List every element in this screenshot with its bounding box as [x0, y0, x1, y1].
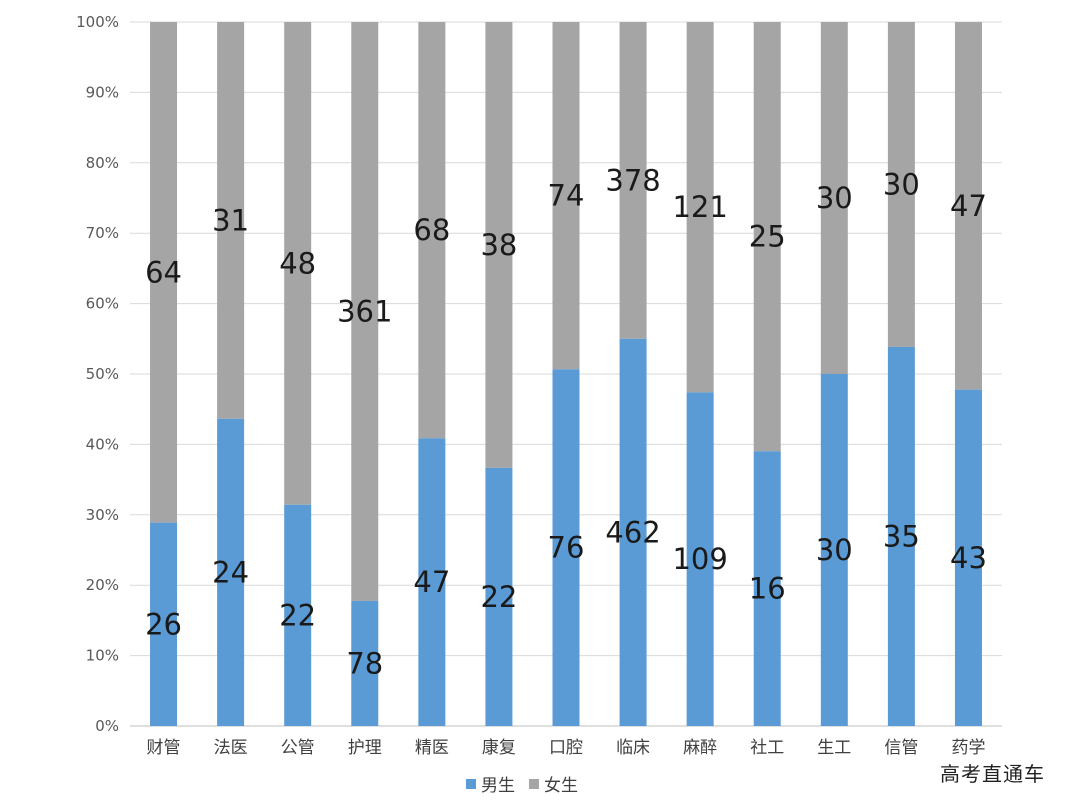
bar-male: [418, 438, 446, 726]
data-label-female: 38: [480, 228, 517, 262]
y-tick-label: 90%: [86, 83, 119, 101]
y-tick-label: 40%: [86, 435, 119, 453]
y-tick-label: 30%: [86, 506, 119, 524]
bar-male: [753, 451, 781, 726]
x-category-label: 公管: [281, 738, 315, 758]
watermark: 高考直通车: [940, 762, 1045, 786]
bar-male: [820, 374, 848, 726]
legend: 男生 女生: [466, 771, 592, 796]
bar-female: [820, 22, 848, 374]
x-category-label: 康复: [482, 738, 516, 758]
bar-male: [686, 392, 714, 726]
data-label-female: 30: [816, 181, 853, 215]
legend-label-female: 女生: [544, 776, 578, 796]
x-category-label: 临床: [616, 738, 650, 758]
data-label-female: 47: [950, 189, 987, 223]
bar-female: [217, 22, 245, 419]
x-category-label: 精医: [415, 738, 449, 758]
data-label-male: 24: [212, 555, 249, 589]
bar-female: [418, 22, 446, 439]
bar-female: [485, 22, 513, 468]
x-category-label: 信管: [884, 738, 918, 758]
y-tick-label: 50%: [86, 365, 119, 383]
data-label-male: 16: [749, 572, 786, 606]
data-label-male: 78: [346, 646, 383, 680]
x-category-label: 生工: [817, 738, 851, 758]
legend-swatch-male: [466, 778, 476, 789]
data-label-male: 22: [279, 598, 316, 632]
data-label-male: 47: [413, 565, 450, 599]
y-tick-label: 10%: [86, 647, 119, 665]
bar-female: [887, 22, 915, 347]
bar-male: [485, 467, 513, 726]
y-tick-label: 80%: [86, 154, 119, 172]
x-axis-categories: 财管 法医 公管 护理 精医 康复 口腔 临床 麻醉 社工 生工 信管 药学: [147, 738, 986, 758]
y-tick-label: 20%: [86, 576, 119, 594]
x-category-label: 麻醉: [683, 738, 717, 758]
data-label-male: 462: [605, 515, 660, 549]
data-label-male: 26: [145, 607, 182, 641]
x-category-label: 药学: [951, 738, 985, 758]
bar-male: [351, 600, 379, 726]
data-label-female: 121: [672, 190, 727, 224]
bar-male: [150, 522, 178, 726]
x-category-label: 社工: [750, 738, 784, 758]
data-labels: 26 64 24 31 22 48 78 361 47 68 22 38 76 74 462 378 109 12…: [145, 163, 987, 680]
data-label-male: 30: [816, 533, 853, 567]
legend-item-female: 女生: [529, 771, 578, 796]
bar-male: [619, 338, 647, 726]
data-label-female: 378: [605, 163, 660, 197]
data-label-female: 48: [279, 246, 316, 280]
y-tick-label: 70%: [86, 224, 119, 242]
bar-male: [217, 418, 245, 726]
bar-female: [753, 22, 781, 452]
bar-female: [619, 22, 647, 339]
bars: [150, 22, 982, 726]
legend-swatch-female: [529, 778, 539, 789]
x-category-label: 口腔: [549, 738, 583, 758]
bar-female: [150, 22, 178, 523]
y-axis-ticks: 0% 10% 20% 30% 40% 50% 60% 70% 80% 90% 100%: [76, 13, 119, 735]
bar-female: [686, 22, 714, 393]
bar-female: [954, 22, 982, 390]
data-label-female: 74: [548, 179, 585, 213]
data-label-male: 22: [480, 580, 517, 614]
bar-male: [284, 504, 312, 726]
bar-female: [351, 22, 379, 601]
legend-label-male: 男生: [481, 776, 515, 796]
bar-female: [552, 22, 580, 370]
data-label-female: 31: [212, 203, 249, 237]
x-category-label: 护理: [348, 738, 382, 758]
y-tick-label: 100%: [76, 13, 119, 31]
data-label-female: 25: [749, 220, 786, 254]
data-label-male: 43: [950, 541, 987, 575]
bar-male: [954, 389, 982, 726]
x-category-label: 法医: [214, 738, 248, 758]
data-label-female: 361: [337, 294, 392, 328]
data-label-female: 68: [413, 213, 450, 247]
y-tick-label: 0%: [95, 717, 119, 735]
y-tick-label: 60%: [86, 295, 119, 313]
data-label-male: 76: [548, 531, 585, 565]
legend-item-male: 男生: [466, 771, 515, 796]
data-label-male: 109: [672, 542, 727, 576]
data-label-female: 30: [883, 167, 920, 201]
data-label-female: 64: [145, 255, 182, 289]
bar-male: [552, 369, 580, 726]
bar-male: [887, 346, 915, 726]
data-label-male: 35: [883, 519, 920, 553]
x-category-label: 财管: [147, 738, 181, 758]
bar-female: [284, 22, 312, 505]
